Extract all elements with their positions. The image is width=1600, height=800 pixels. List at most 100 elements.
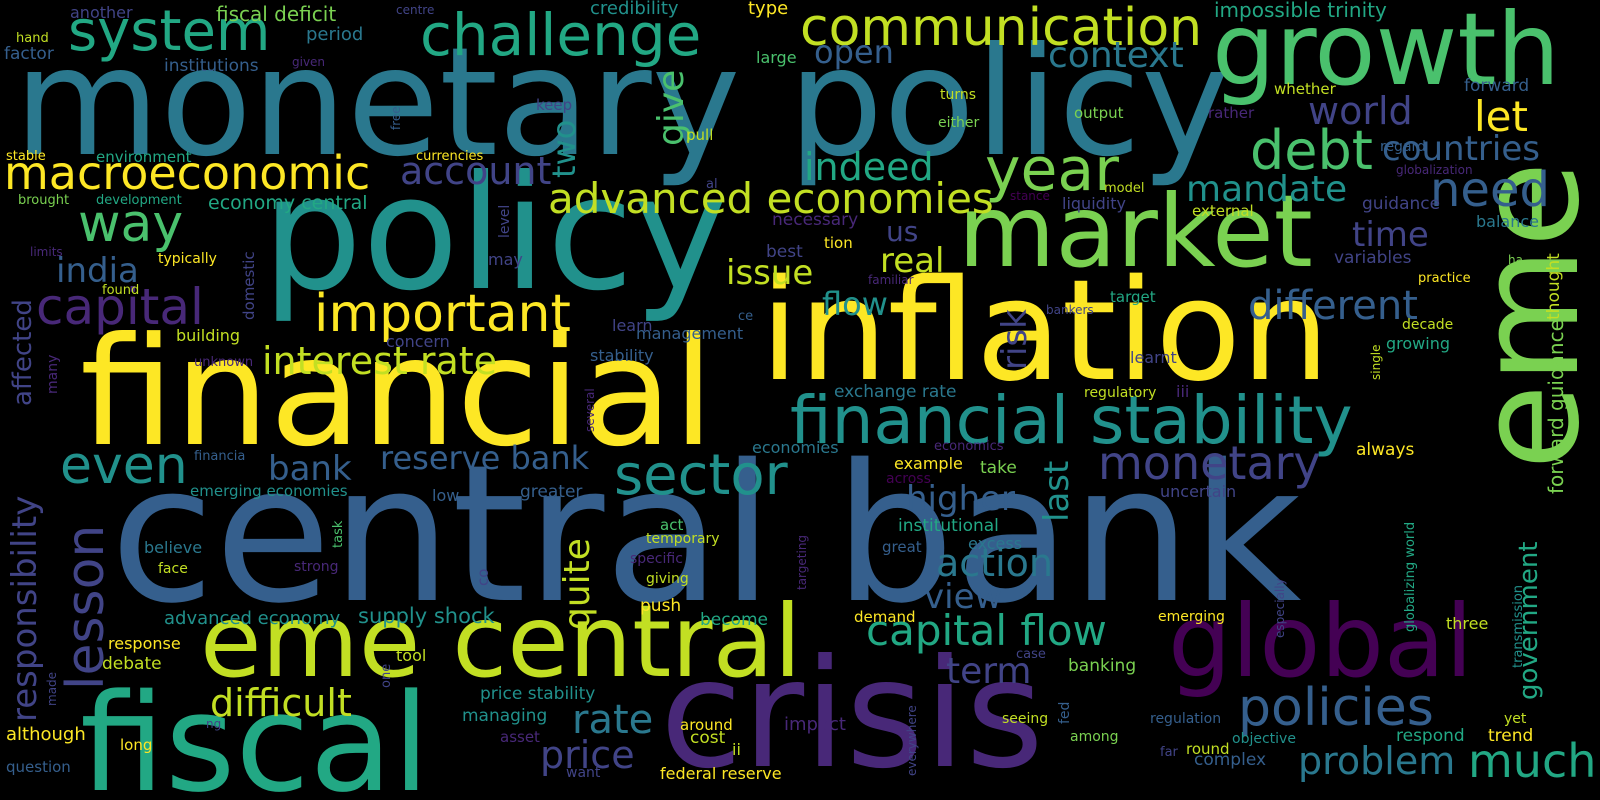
word: emerging economies bbox=[190, 482, 348, 500]
word: co bbox=[474, 568, 492, 586]
word: different bbox=[1248, 283, 1418, 329]
word: communication bbox=[800, 0, 1203, 58]
word: trend bbox=[1488, 726, 1534, 746]
word: policies bbox=[1238, 678, 1434, 738]
word: interest rate bbox=[262, 339, 498, 383]
word: concern bbox=[386, 332, 450, 351]
word: many bbox=[45, 354, 61, 394]
word: want bbox=[566, 765, 601, 781]
word: much bbox=[1468, 734, 1597, 788]
word: eme central bbox=[200, 583, 802, 700]
word: bankers bbox=[1046, 303, 1094, 317]
word: al bbox=[706, 177, 718, 192]
word: tion bbox=[824, 234, 853, 252]
word: among bbox=[1070, 729, 1119, 745]
word: india bbox=[56, 251, 139, 291]
word: regard bbox=[1380, 139, 1426, 155]
word: factor bbox=[4, 44, 54, 64]
word: last bbox=[1037, 460, 1077, 522]
word: complex bbox=[1194, 750, 1267, 770]
word: forward guidance bbox=[1544, 319, 1568, 494]
word: us bbox=[886, 215, 919, 248]
word: system bbox=[68, 0, 271, 64]
word: demand bbox=[854, 608, 916, 626]
word: view bbox=[924, 577, 1003, 617]
word: task bbox=[331, 520, 346, 548]
word: variables bbox=[1334, 248, 1412, 268]
word: practice bbox=[1418, 271, 1471, 286]
word: tool bbox=[396, 646, 427, 665]
word: take bbox=[980, 458, 1017, 478]
word: question bbox=[6, 758, 71, 776]
word: everywhere bbox=[905, 705, 919, 776]
word: around bbox=[680, 716, 733, 734]
word: excess bbox=[968, 534, 1023, 553]
word: ng bbox=[206, 717, 222, 731]
word: learnt bbox=[1130, 348, 1177, 367]
word: external bbox=[1192, 202, 1254, 220]
word: three bbox=[1446, 614, 1489, 633]
word: term bbox=[946, 651, 1032, 692]
word: low bbox=[432, 486, 460, 505]
word: objective bbox=[1232, 731, 1296, 747]
word: learn bbox=[612, 316, 653, 335]
word: cost bbox=[690, 728, 726, 748]
word: target bbox=[1110, 288, 1156, 306]
word: best bbox=[766, 242, 803, 262]
word: stability bbox=[590, 346, 654, 365]
word: stance bbox=[1010, 189, 1050, 203]
word: impossible trinity bbox=[1214, 0, 1387, 22]
word: financia bbox=[194, 449, 246, 464]
word: seeing bbox=[1002, 711, 1049, 727]
word: thought bbox=[1544, 253, 1564, 320]
word: round bbox=[1186, 740, 1230, 758]
word: typically bbox=[158, 251, 217, 267]
word: advanced economy bbox=[164, 608, 341, 629]
word: year bbox=[985, 135, 1119, 205]
word: need bbox=[1430, 162, 1550, 218]
word: globalizing world bbox=[1403, 521, 1418, 632]
word: forward bbox=[1464, 76, 1530, 96]
word: time bbox=[1352, 215, 1429, 255]
word: specific bbox=[630, 551, 683, 567]
word: advanced economies bbox=[548, 174, 994, 223]
word: respond bbox=[1396, 726, 1465, 746]
word: quite bbox=[557, 538, 598, 630]
word: necessary bbox=[772, 210, 859, 230]
word: financial bbox=[80, 306, 715, 480]
word: limits bbox=[30, 245, 63, 259]
word: regulatory bbox=[1084, 385, 1157, 401]
word: targeting bbox=[795, 534, 809, 590]
word: level bbox=[497, 204, 513, 238]
word: market bbox=[958, 173, 1313, 290]
word: large bbox=[756, 48, 797, 67]
word: open bbox=[814, 33, 894, 71]
word: countries bbox=[1382, 129, 1540, 169]
word: decade bbox=[1402, 317, 1454, 333]
word: response bbox=[108, 634, 181, 653]
word: institutional bbox=[898, 516, 999, 536]
word: example bbox=[894, 454, 963, 473]
word: case bbox=[1016, 647, 1046, 662]
word: monetary policy bbox=[14, 16, 1230, 190]
word: ha bbox=[1508, 253, 1523, 267]
word: impact bbox=[784, 714, 846, 735]
word: temporary bbox=[646, 531, 720, 547]
word: management bbox=[636, 324, 744, 343]
word: far bbox=[1160, 745, 1178, 760]
word: even bbox=[60, 436, 188, 496]
word: whether bbox=[1274, 80, 1336, 98]
word: iii bbox=[1176, 382, 1190, 401]
word: fiscal deficit bbox=[216, 2, 337, 26]
word: become bbox=[700, 610, 769, 630]
word: action bbox=[936, 541, 1053, 585]
word: capital bbox=[36, 278, 204, 336]
word: growing bbox=[1386, 334, 1450, 353]
word: development bbox=[96, 193, 182, 208]
word: globalization bbox=[1396, 163, 1473, 177]
word: another bbox=[70, 3, 133, 22]
word: fed bbox=[1057, 701, 1073, 724]
word: either bbox=[938, 115, 980, 131]
word: supply shock bbox=[358, 604, 495, 628]
word: turns bbox=[940, 87, 977, 103]
